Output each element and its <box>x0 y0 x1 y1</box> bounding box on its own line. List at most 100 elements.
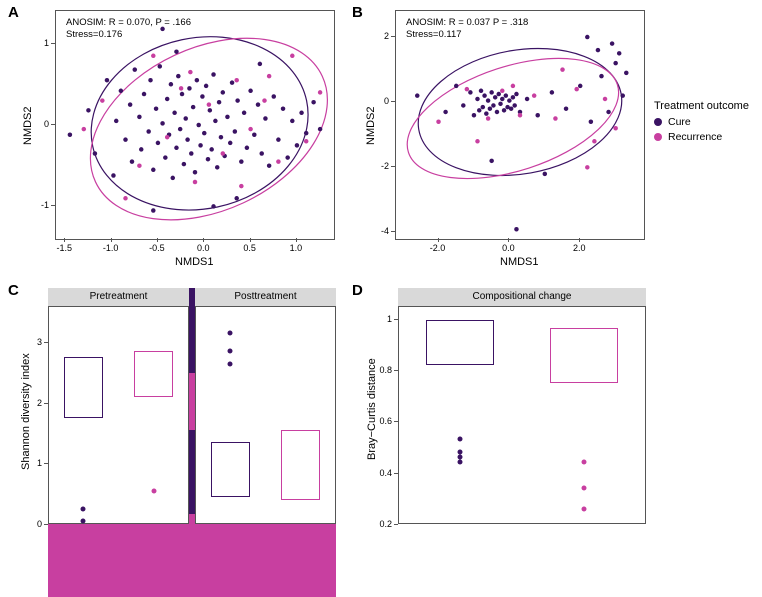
scatter-point <box>211 72 216 77</box>
scatter-point <box>475 139 480 144</box>
scatter-point <box>624 71 629 76</box>
scatter-point <box>204 84 209 89</box>
scatter-point <box>202 131 207 136</box>
confidence-ellipse <box>61 2 357 255</box>
scatter-point <box>119 89 124 94</box>
scatter-point <box>242 111 247 116</box>
scatter-point <box>248 127 253 132</box>
scatter-point <box>475 97 480 102</box>
scatter-point <box>592 139 597 144</box>
scatter-point <box>500 89 505 94</box>
scatter-point <box>550 90 555 95</box>
y-tick <box>394 524 398 525</box>
scatter-point <box>86 108 91 113</box>
scatter-point <box>617 51 622 56</box>
scatter-point <box>465 87 470 92</box>
scatter-point <box>111 173 116 178</box>
scatter-point <box>171 176 176 181</box>
scatter-point <box>180 92 185 97</box>
scatter-point <box>185 137 190 142</box>
scatter-point <box>137 115 142 120</box>
box-rect <box>550 328 618 383</box>
scatter-point <box>484 111 489 116</box>
scatter-point <box>486 116 491 121</box>
panel-a-anosim: ANOSIM: R = 0.070, P = .166 <box>66 17 191 28</box>
scatter-point <box>230 80 235 85</box>
y-tick <box>51 43 55 44</box>
panel-c-ylabel: Shannon diversity index <box>20 353 32 470</box>
scatter-point <box>596 48 601 53</box>
box-outlier <box>228 331 233 336</box>
x-tick <box>508 238 509 242</box>
box-rect <box>211 442 250 497</box>
y-tick-label: 2 <box>373 31 389 41</box>
scatter-point <box>489 90 494 95</box>
scatter-point <box>146 129 151 134</box>
scatter-point <box>183 116 188 121</box>
scatter-point <box>128 102 133 107</box>
scatter-point <box>165 135 170 140</box>
panel-a-svg <box>56 11 336 241</box>
scatter-point <box>198 143 203 148</box>
scatter-point <box>443 110 448 115</box>
scatter-point <box>137 163 142 168</box>
scatter-point <box>165 97 170 102</box>
scatter-point <box>123 137 128 142</box>
y-tick-label: 0.6 <box>374 416 392 426</box>
scatter-point <box>585 165 590 170</box>
x-tick-label: 2.0 <box>573 243 586 253</box>
scatter-point <box>148 78 153 83</box>
scatter-point <box>234 196 239 201</box>
scatter-point <box>560 67 565 72</box>
panel-b-ylabel: NMDS2 <box>365 106 377 145</box>
y-tick <box>44 524 48 525</box>
panel-letter-c: C <box>8 282 19 299</box>
scatter-point <box>603 97 608 102</box>
scatter-point <box>259 151 264 156</box>
scatter-point <box>574 87 579 92</box>
scatter-point <box>258 62 263 67</box>
scatter-point <box>176 74 181 79</box>
scatter-point <box>454 84 459 89</box>
scatter-point <box>178 127 183 132</box>
x-tick-label: -0.5 <box>149 243 165 253</box>
scatter-point <box>436 119 441 124</box>
x-tick-label: 0.0 <box>197 243 210 253</box>
y-tick <box>391 36 395 37</box>
scatter-point <box>285 155 290 160</box>
scatter-point <box>502 108 507 113</box>
scatter-point <box>500 97 505 102</box>
legend-title: Treatment outcome <box>654 100 749 112</box>
box-outlier <box>582 506 587 511</box>
scatter-point <box>511 95 516 100</box>
scatter-point <box>151 54 156 59</box>
scatter-point <box>477 108 482 113</box>
panel-b-svg <box>396 11 646 241</box>
x-tick <box>111 238 112 242</box>
panel-letter-b: B <box>352 4 363 21</box>
legend-item-cure: Cure <box>654 116 749 128</box>
scatter-point <box>219 135 224 140</box>
panel-a-plot: ANOSIM: R = 0.070, P = .166 Stress=0.176 <box>55 10 335 240</box>
scatter-point <box>488 106 493 111</box>
y-tick-label: 1 <box>374 314 392 324</box>
scatter-point <box>158 64 163 69</box>
scatter-point <box>233 129 238 134</box>
scatter-point <box>263 116 268 121</box>
scatter-point <box>272 94 277 99</box>
x-tick <box>250 238 251 242</box>
scatter-point <box>234 78 239 83</box>
scatter-point <box>491 103 496 108</box>
scatter-point <box>564 106 569 111</box>
scatter-point <box>100 98 105 103</box>
scatter-point <box>208 108 213 113</box>
scatter-point <box>620 93 625 98</box>
scatter-point <box>193 180 198 185</box>
box-outlier <box>582 486 587 491</box>
scatter-point <box>415 93 420 98</box>
scatter-point <box>93 151 98 156</box>
box-rect <box>64 357 103 418</box>
box-outlier <box>151 488 156 493</box>
scatter-point <box>479 89 484 94</box>
confidence-ellipse <box>392 35 633 202</box>
